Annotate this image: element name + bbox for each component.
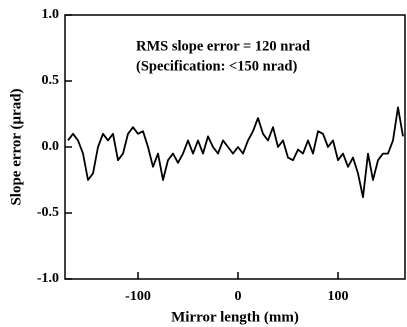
x-axis-label: Mirror length (mm) (171, 309, 299, 325)
y-tick-label: -1.0 (37, 271, 59, 286)
x-tick-label: -100 (125, 289, 151, 304)
y-tick-label: 0.0 (42, 139, 60, 154)
x-tick-label: 0 (235, 289, 242, 304)
y-axis-label: Slope error (μrad) (8, 88, 24, 205)
annotation: (Specification: <150 nrad) (136, 58, 297, 74)
y-tick-label: 1.0 (42, 7, 60, 22)
y-tick-label: 0.5 (42, 73, 60, 88)
data-line (67, 106, 404, 199)
y-tick-label: -0.5 (37, 205, 59, 220)
x-tick-label: 100 (328, 289, 349, 304)
annotation: RMS slope error = 120 nrad (136, 38, 310, 54)
